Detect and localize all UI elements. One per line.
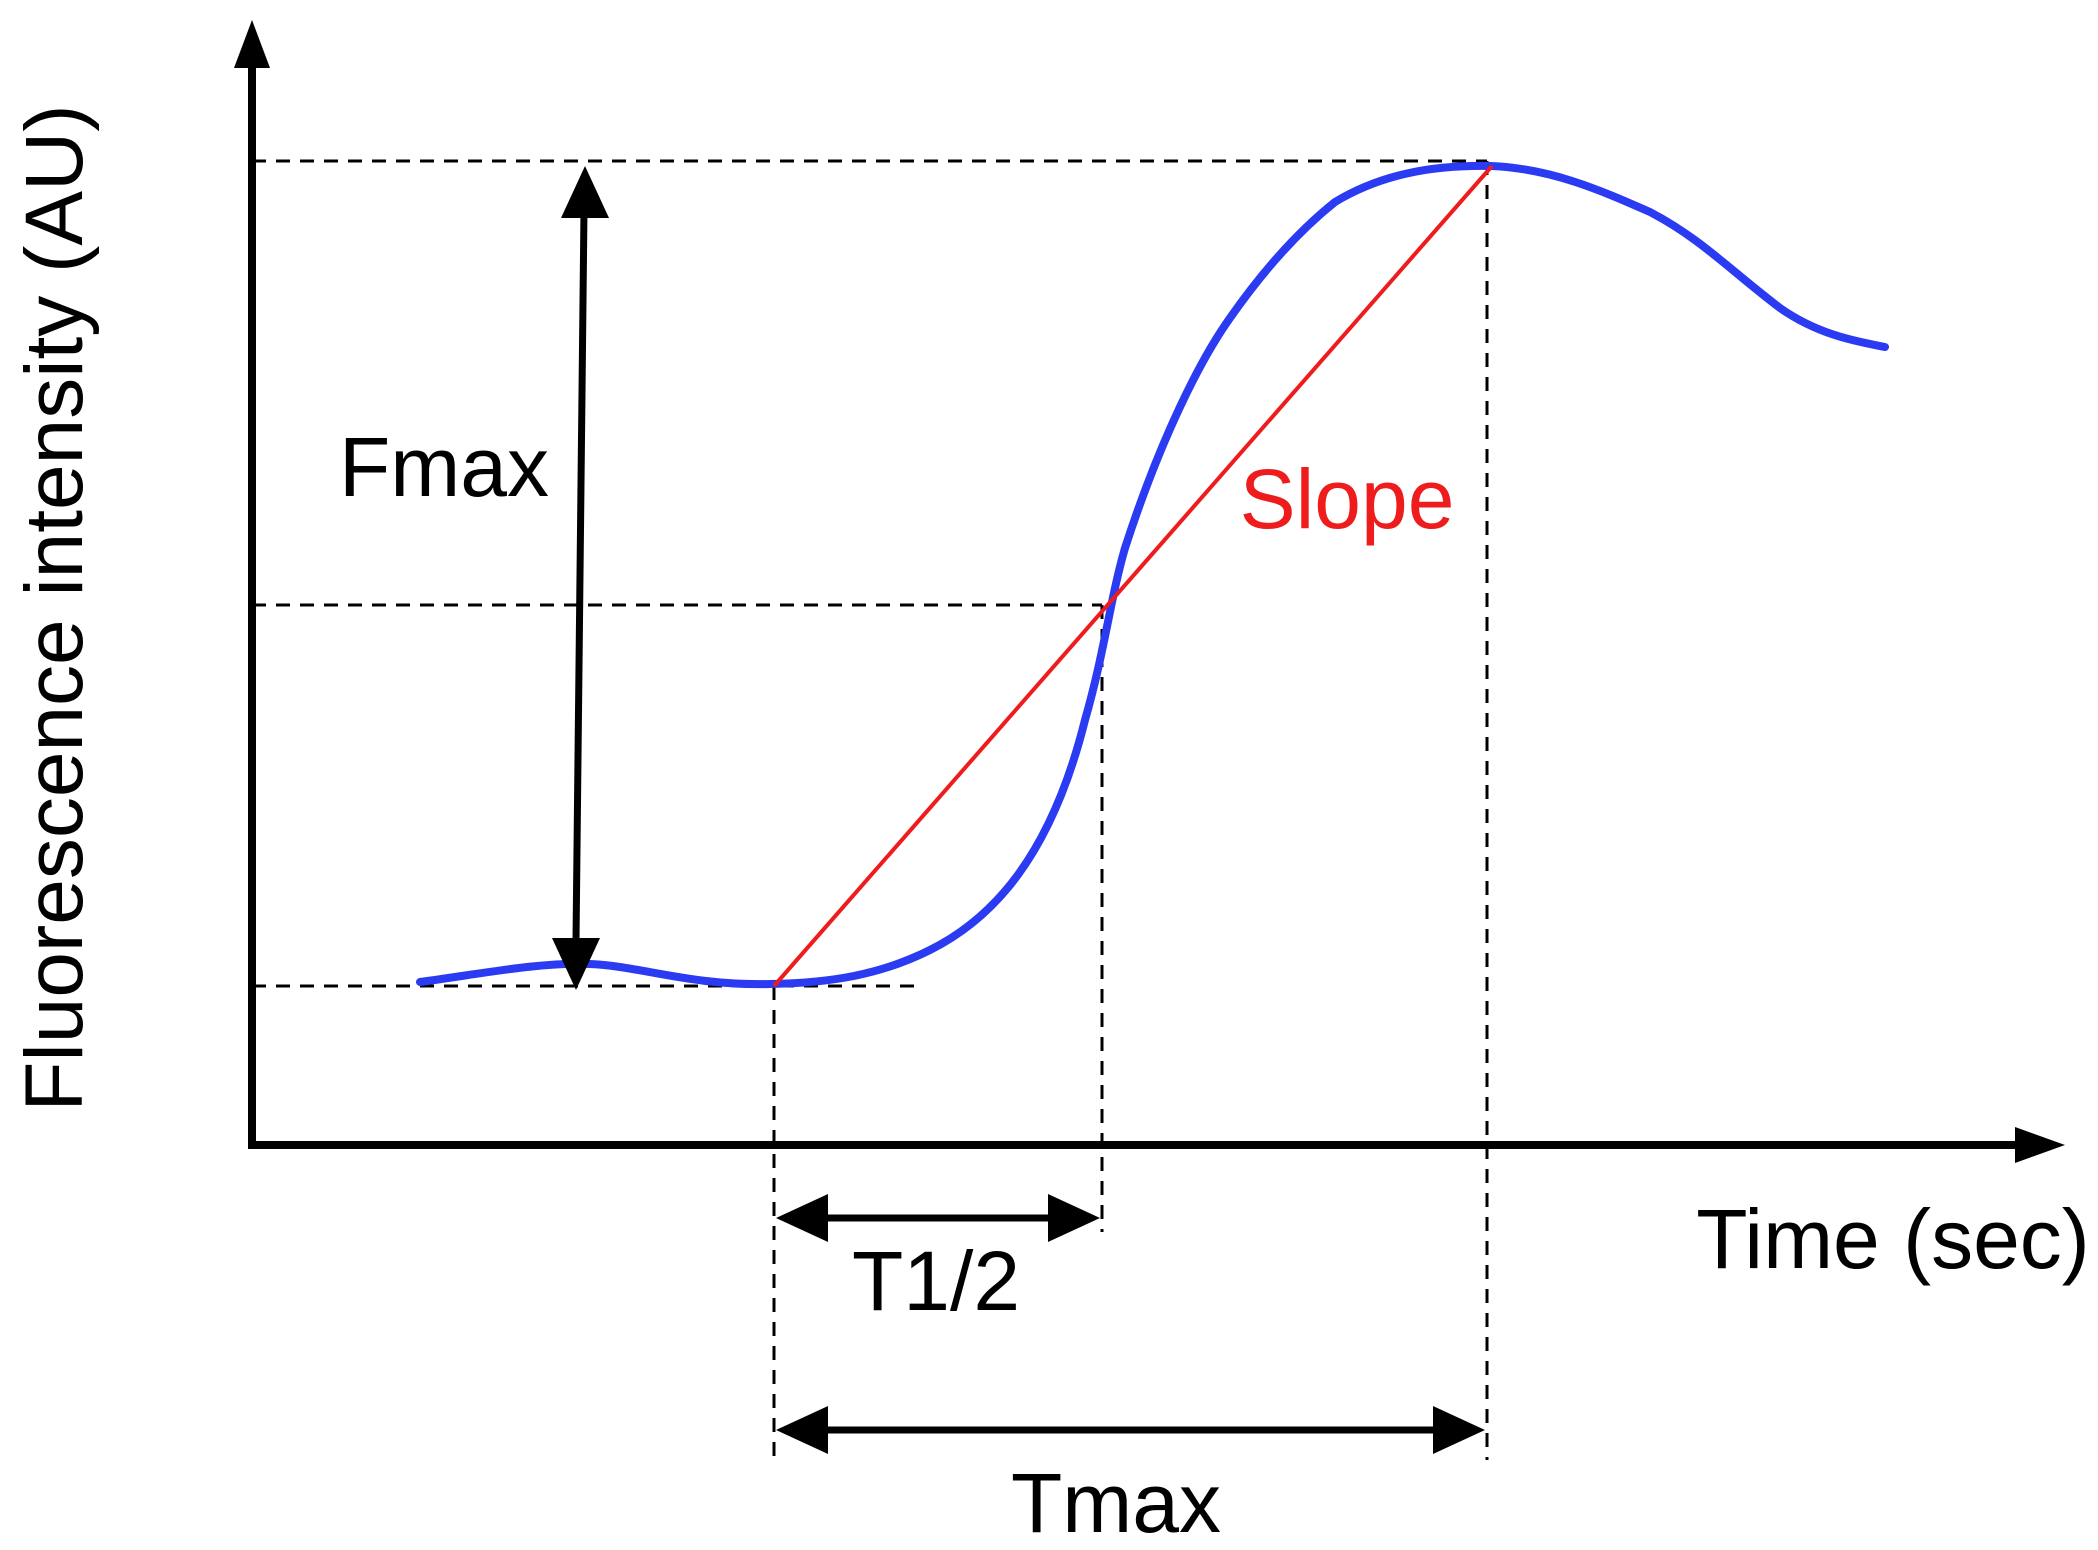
y-axis-arrowhead — [234, 20, 270, 68]
tmax-arrowhead-left — [776, 1406, 828, 1454]
slope-line — [772, 164, 1494, 988]
tmax-arrowhead-right — [1433, 1406, 1485, 1454]
x-axis-arrowhead — [2015, 1127, 2065, 1163]
fmax-arrowhead-top — [561, 166, 609, 218]
y-axis-label: Fluorescence intensity (AU) — [9, 104, 100, 1111]
t-half-arrowhead-right — [1048, 1194, 1100, 1242]
slope-label: Slope — [1240, 452, 1455, 546]
t-half-arrowhead-left — [776, 1194, 828, 1242]
x-axis-label: Time (sec) — [1696, 1192, 2090, 1286]
fmax-arrow-shaft — [572, 209, 588, 941]
fmax-label: Fmax — [339, 420, 549, 514]
tmax-label: Tmax — [1011, 1456, 1221, 1550]
fmax-arrowhead-bottom — [552, 938, 600, 990]
t-half-label: T1/2 — [852, 1234, 1020, 1328]
fluorescence-curve — [416, 161, 1889, 989]
